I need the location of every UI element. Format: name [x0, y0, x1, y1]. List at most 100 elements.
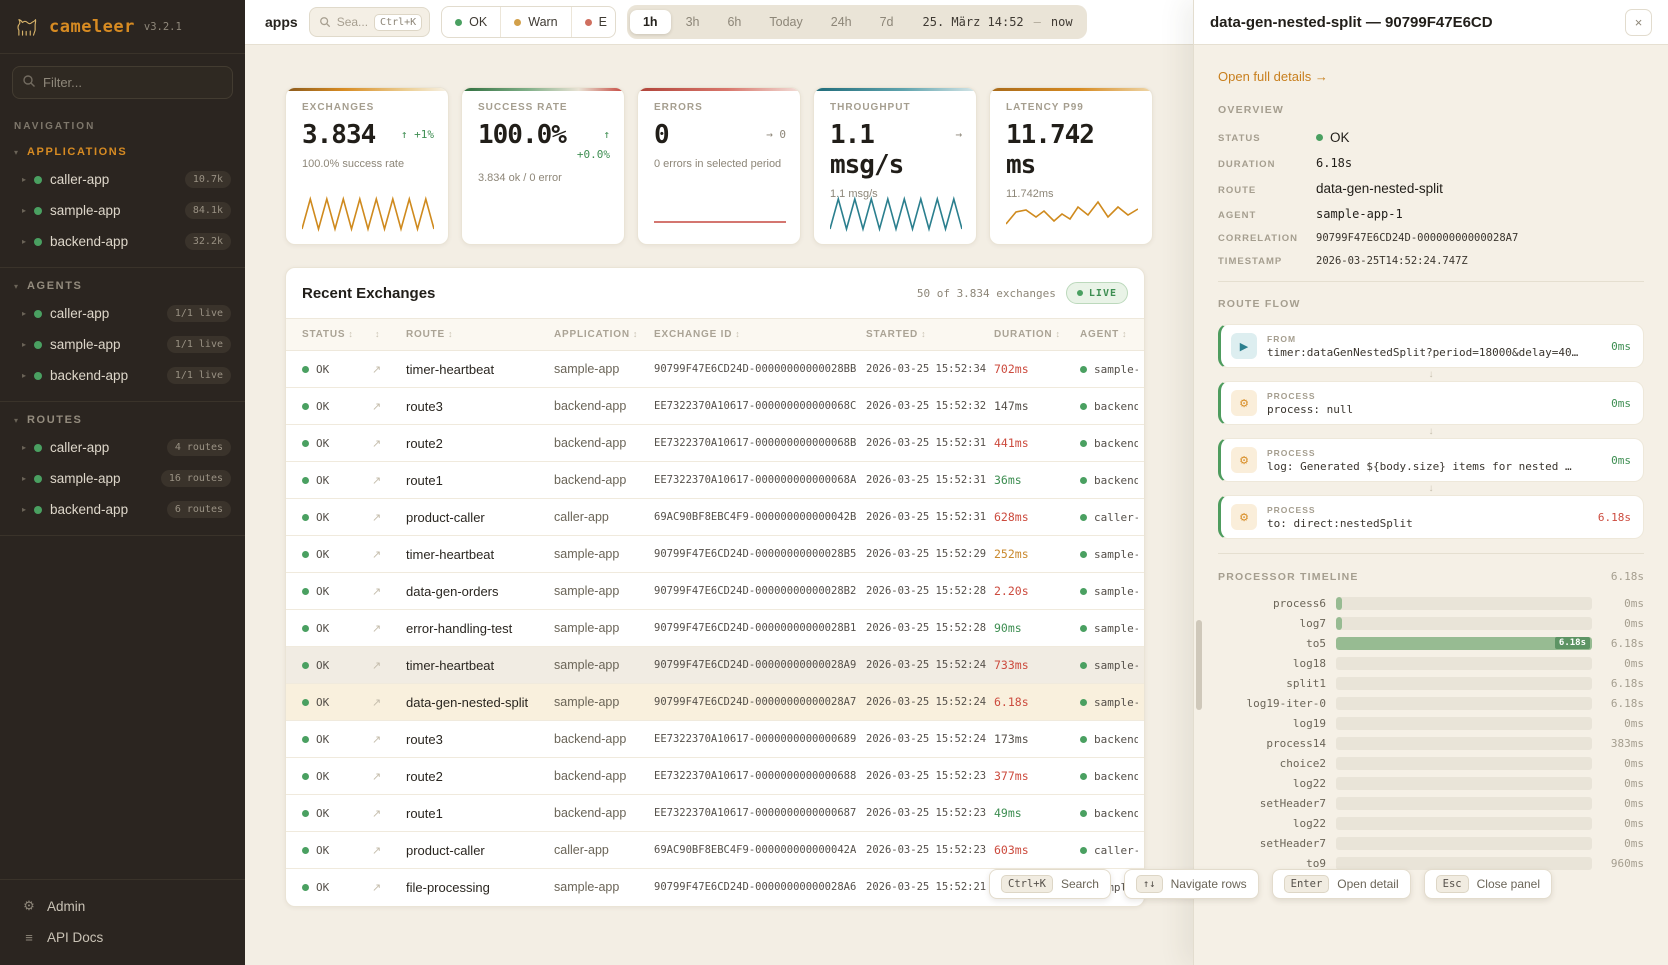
cell-open-link[interactable]: ↗: [364, 758, 398, 795]
table-row[interactable]: OK ↗ route2 backend-app EE7322370A10617-0000…: [286, 757, 1144, 795]
exchange-count: 50 of 3.834 exchanges: [916, 286, 1056, 300]
table-row[interactable]: OK ↗ timer-heartbeat sample-app 90799F47E6CD…: [286, 351, 1144, 388]
ok-dot-icon: [302, 809, 309, 817]
search-box[interactable]: Sea... Ctrl+K: [308, 7, 431, 37]
cell-open-link[interactable]: ↗: [364, 462, 398, 499]
sidebar-item-agents-caller-app[interactable]: ▸ caller-app 1/1 live: [0, 298, 245, 329]
sidebar-item-applications-backend-app[interactable]: ▸ backend-app 32.2k: [0, 226, 245, 257]
timeline-duration: 0ms: [1624, 796, 1644, 810]
scrollbar-thumb[interactable]: [1196, 620, 1202, 710]
cell-open-link[interactable]: ↗: [364, 536, 398, 573]
section-header-agents[interactable]: ▾ AGENTS: [0, 270, 245, 298]
table-row[interactable]: OK ↗ route1 backend-app EE7322370A10617-0000…: [286, 794, 1144, 832]
cell-route: route1: [406, 472, 443, 488]
table-row[interactable]: OK ↗ product-caller caller-app 69AC90BF8EBC4…: [286, 831, 1144, 869]
timeline-processor-name: log19: [1292, 716, 1326, 730]
section-header-routes[interactable]: ▾ ROUTES: [0, 404, 245, 432]
status-text: OK: [316, 621, 330, 635]
status-filter-warn[interactable]: Warn: [501, 7, 572, 37]
flow-step-3[interactable]: ⚙ PROCESS log: Generated ${body.size} item…: [1218, 438, 1644, 482]
table-row[interactable]: OK ↗ error-handling-test sample-app 90799F47…: [286, 609, 1144, 647]
cell-open-link[interactable]: ↗: [364, 869, 398, 906]
gear-icon: ⚙: [1231, 447, 1257, 473]
status-filter-ok[interactable]: OK: [442, 7, 502, 37]
cell-route: data-gen-nested-split: [406, 694, 529, 710]
date-range[interactable]: 25. März 14:52 — now: [923, 15, 1073, 29]
status-filter-label: Warn: [528, 15, 558, 29]
cell-open-link[interactable]: ↗: [364, 425, 398, 462]
column-header-link[interactable]: ↕: [364, 319, 398, 351]
sidebar-item-routes-caller-app[interactable]: ▸ caller-app 4 routes: [0, 432, 245, 463]
status-filter-e[interactable]: E: [572, 7, 615, 37]
range-button-today[interactable]: Today: [756, 10, 815, 34]
sidebar-item-agents-backend-app[interactable]: ▸ backend-app 1/1 live: [0, 360, 245, 391]
column-header-agent[interactable]: AGENT ↕: [1072, 319, 1144, 351]
cell-open-link[interactable]: ↗: [364, 499, 398, 536]
section-header-applications[interactable]: ▾ APPLICATIONS: [0, 136, 245, 164]
cell-open-link[interactable]: ↗: [364, 832, 398, 869]
sidebar-item-badge: 1/1 live: [166, 336, 231, 353]
table-row[interactable]: OK ↗ data-gen-nested-split sample-app 90799F…: [286, 683, 1144, 721]
filter-input[interactable]: [12, 66, 233, 99]
cell-open-link[interactable]: ↗: [364, 795, 398, 832]
metric-label: EXCHANGES: [302, 102, 375, 113]
open-full-details-link[interactable]: Open full details →: [1218, 69, 1328, 84]
metric-value-row: 100.0% ↑ +0.0%: [478, 120, 610, 161]
timeline-row: log18 0ms: [1218, 655, 1644, 671]
footer-item-admin[interactable]: ⚙ Admin: [0, 890, 245, 922]
range-button-1h[interactable]: 1h: [629, 10, 671, 34]
table-row[interactable]: OK ↗ product-caller caller-app 69AC90BF8EBC4…: [286, 498, 1144, 536]
cell-open-link[interactable]: ↗: [364, 721, 398, 758]
close-panel-button[interactable]: ×: [1625, 8, 1652, 36]
cell-open-link[interactable]: ↗: [364, 647, 398, 684]
sidebar-item-agents-sample-app[interactable]: ▸ sample-app 1/1 live: [0, 329, 245, 360]
table-row[interactable]: OK ↗ route2 backend-app EE7322370A10617-0000…: [286, 424, 1144, 462]
sparkline: [830, 196, 962, 232]
cell-started: 2026-03-25 15:52:28: [866, 585, 986, 597]
timeline-bar-fill: [1336, 596, 1343, 610]
range-button-6h[interactable]: 6h: [714, 10, 754, 34]
range-button-7d[interactable]: 7d: [867, 10, 907, 34]
status-dot-icon: [34, 206, 43, 215]
table-row[interactable]: OK ↗ data-gen-orders sample-app 90799F47E6CD…: [286, 572, 1144, 610]
range-button-24h[interactable]: 24h: [818, 10, 865, 34]
column-header-application[interactable]: APPLICATION ↕: [546, 319, 646, 351]
cell-open-link[interactable]: ↗: [364, 388, 398, 425]
table-row[interactable]: OK ↗ timer-heartbeat sample-app 90799F47E6CD…: [286, 535, 1144, 573]
cell-open-link[interactable]: ↗: [364, 684, 398, 721]
sort-icon: ↕: [448, 329, 454, 339]
cell-application: backend-app: [554, 399, 627, 413]
table-row[interactable]: OK ↗ route1 backend-app EE7322370A10617-0000…: [286, 461, 1144, 499]
timeline-processor-name: log7: [1299, 616, 1327, 630]
agent-dot-icon: [1080, 402, 1087, 410]
table-row[interactable]: OK ↗ route3 backend-app EE7322370A10617-0000…: [286, 387, 1144, 425]
cell-open-link[interactable]: ↗: [364, 573, 398, 610]
column-header-exchange-id[interactable]: EXCHANGE ID ↕: [646, 319, 858, 351]
metric-subtext: 0 errors in selected period: [654, 158, 782, 170]
column-header-status[interactable]: STATUS ↕: [286, 319, 364, 351]
cell-status: OK: [286, 388, 364, 425]
cell-status: OK: [286, 499, 364, 536]
table-row[interactable]: OK ↗ route3 backend-app EE7322370A10617-0000…: [286, 720, 1144, 758]
cell-open-link[interactable]: ↗: [364, 351, 398, 388]
cell-agent: sample-app-1: [1072, 610, 1144, 647]
sidebar-item-routes-sample-app[interactable]: ▸ sample-app 16 routes: [0, 463, 245, 494]
sidebar-item-routes-backend-app[interactable]: ▸ backend-app 6 routes: [0, 494, 245, 525]
flow-step-1[interactable]: ▶ FROM timer:dataGenNestedSplit?period=180…: [1218, 324, 1644, 368]
overview-key: STATUS: [1218, 133, 1261, 144]
column-header-route[interactable]: ROUTE ↕: [398, 319, 546, 351]
footer-item-api-docs[interactable]: ≡ API Docs: [0, 922, 245, 953]
agent-dot-icon: [1080, 550, 1087, 558]
flow-step-2[interactable]: ⚙ PROCESS process: null 0ms: [1218, 381, 1644, 425]
sidebar-item-applications-sample-app[interactable]: ▸ sample-app 84.1k: [0, 195, 245, 226]
arrow-down-icon: ↓: [1428, 483, 1434, 494]
search-icon: [319, 17, 330, 28]
status-text: OK: [316, 399, 330, 413]
column-header-started[interactable]: STARTED ↕: [858, 319, 986, 351]
table-row[interactable]: OK ↗ timer-heartbeat sample-app 90799F47E6CD…: [286, 646, 1144, 684]
column-header-duration[interactable]: DURATION ↕: [986, 319, 1072, 351]
flow-step-4[interactable]: ⚙ PROCESS to: direct:nestedSplit 6.18s: [1218, 495, 1644, 539]
range-button-3h[interactable]: 3h: [673, 10, 713, 34]
sidebar-item-applications-caller-app[interactable]: ▸ caller-app 10.7k: [0, 164, 245, 195]
cell-open-link[interactable]: ↗: [364, 610, 398, 647]
